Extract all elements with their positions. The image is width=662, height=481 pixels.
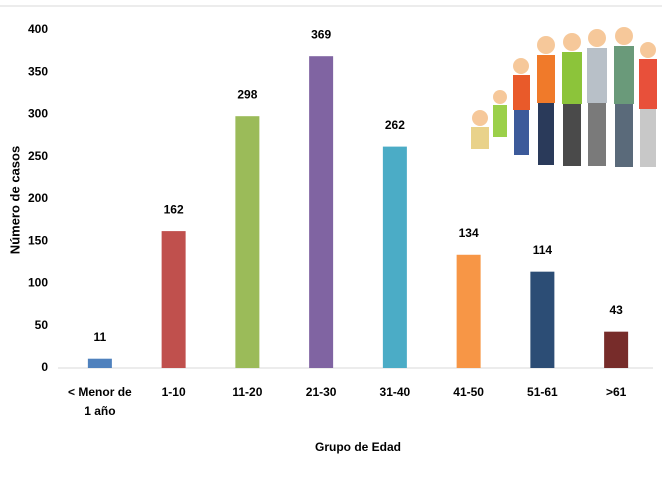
value-label: 369 (311, 27, 331, 41)
x-axis-label: Grupo de Edad (315, 440, 401, 454)
y-tick-label: 50 (35, 318, 49, 332)
x-tick-label: >61 (581, 383, 651, 402)
bar (604, 332, 628, 368)
bar (162, 231, 186, 368)
y-tick-label: 200 (28, 191, 48, 205)
y-tick-label: 150 (28, 233, 48, 247)
value-label: 298 (237, 87, 257, 101)
value-label: 43 (609, 303, 623, 317)
y-tick-label: 300 (28, 107, 48, 121)
value-label: 114 (533, 243, 553, 257)
x-tick-label: 21-30 (286, 383, 356, 402)
y-tick-label: 250 (28, 149, 48, 163)
y-axis-label: Número de casos (7, 146, 22, 254)
bar (457, 255, 481, 368)
value-label: 134 (459, 226, 479, 240)
x-tick-label: 31-40 (360, 383, 430, 402)
value-label: 11 (94, 330, 107, 344)
x-tick-label: 41-50 (434, 383, 504, 402)
x-tick-label: 11-20 (212, 383, 282, 402)
x-tick-label: < Menor de 1 año (65, 383, 135, 421)
bar (88, 359, 112, 368)
bar (530, 272, 554, 368)
bar (235, 116, 259, 368)
people-illustration (471, 27, 657, 167)
page: Número de casos Grupo de Edad 0 50 100 150 2… (0, 0, 662, 481)
value-label: 262 (385, 118, 405, 132)
bar (309, 56, 333, 368)
x-tick-label: 1-10 (139, 383, 209, 402)
y-tick-label: 350 (28, 64, 48, 78)
y-tick-label: 0 (41, 360, 48, 374)
y-tick-label: 100 (28, 276, 48, 290)
x-tick-label: 51-61 (507, 383, 577, 402)
y-tick-label: 400 (28, 22, 48, 36)
bar (383, 147, 407, 368)
value-label: 162 (164, 202, 184, 216)
